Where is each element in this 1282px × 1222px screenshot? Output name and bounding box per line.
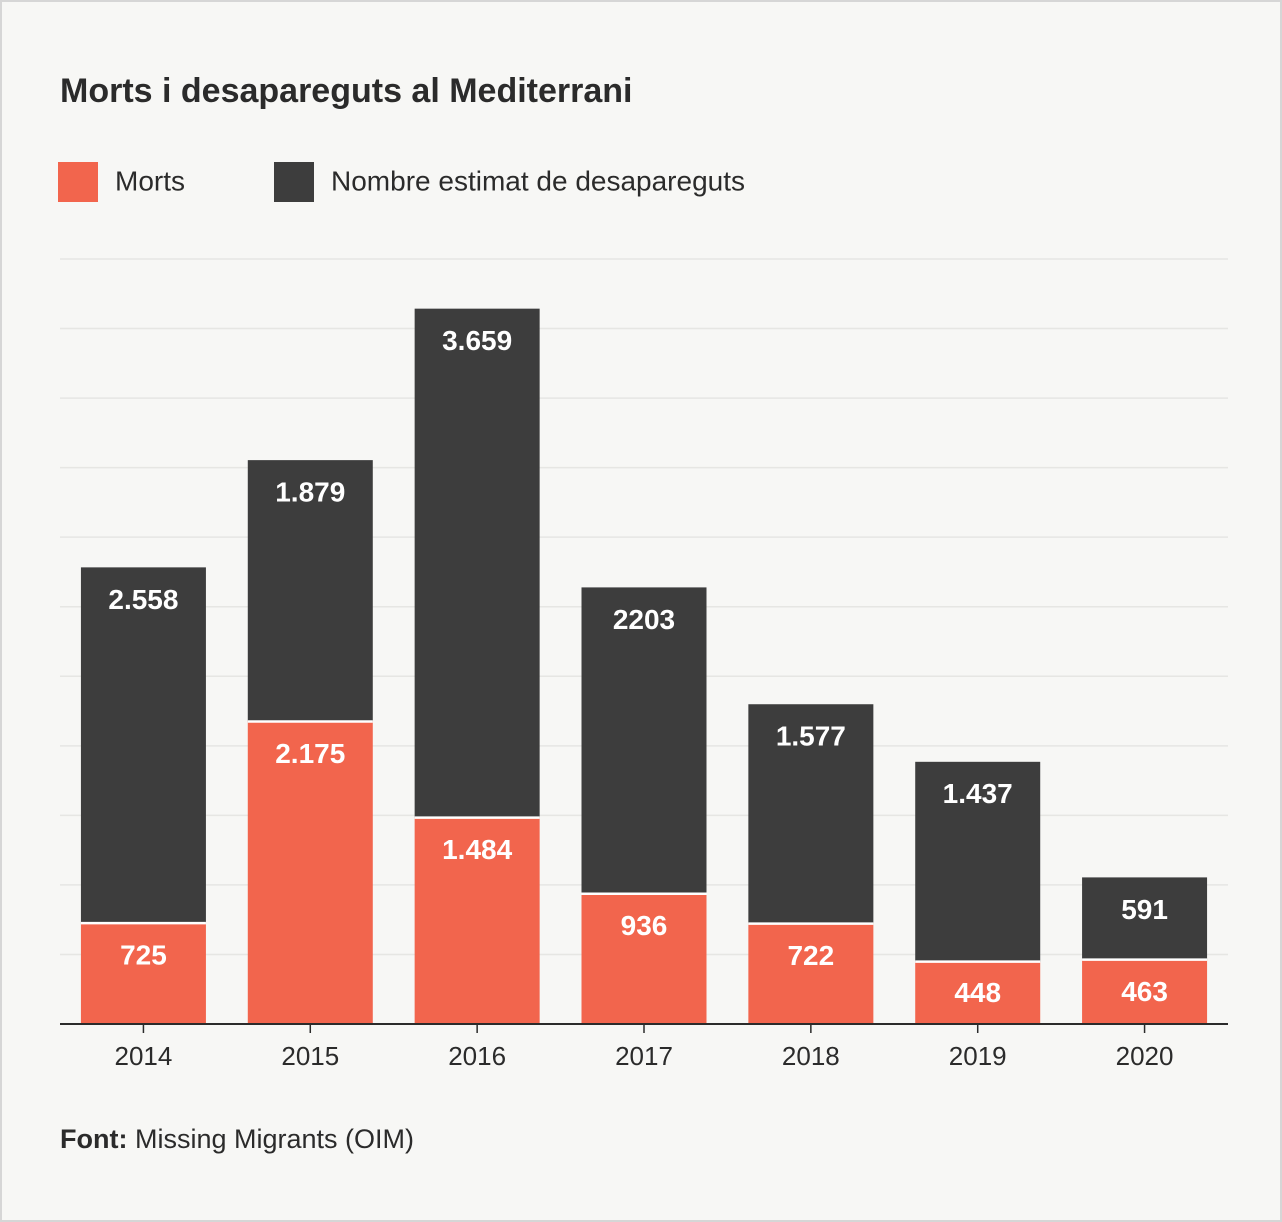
value-label: 463 <box>1121 976 1168 1007</box>
bar-segment <box>247 721 373 1024</box>
bar-segment <box>748 704 874 924</box>
value-label: 2.558 <box>108 584 178 615</box>
bar-segment <box>915 961 1041 1024</box>
value-label: 2.175 <box>275 738 345 769</box>
bar-segment <box>581 587 707 894</box>
x-tick-label: 2019 <box>949 1041 1007 1071</box>
x-tick-label: 2014 <box>115 1041 173 1071</box>
value-label: 1.577 <box>776 721 846 752</box>
x-tick-label: 2018 <box>782 1041 840 1071</box>
value-label: 591 <box>1121 894 1168 925</box>
value-label: 448 <box>954 977 1001 1008</box>
bar-segment <box>414 817 540 1024</box>
source: Font: Missing Migrants (OIM) <box>60 1124 414 1154</box>
source-text: Missing Migrants (OIM) <box>135 1124 414 1154</box>
bar-segment <box>748 923 874 1024</box>
value-label: 725 <box>120 940 167 971</box>
bar-segment <box>1082 877 1208 960</box>
x-tick-label: 2020 <box>1116 1041 1174 1071</box>
bar-segment <box>80 567 206 924</box>
x-tick-label: 2017 <box>615 1041 673 1071</box>
chart-title: Morts i desapareguts al Mediterrani <box>60 72 633 110</box>
bar-segment <box>80 923 206 1024</box>
bar-segment <box>581 893 707 1024</box>
bar-segment <box>915 761 1041 962</box>
value-label: 3.659 <box>442 325 512 356</box>
value-label: 1.484 <box>442 834 512 865</box>
value-label: 1.879 <box>275 477 345 508</box>
value-label: 722 <box>787 940 834 971</box>
legend-swatch <box>58 162 98 202</box>
x-tick-label: 2015 <box>281 1041 339 1071</box>
legend-label: Morts <box>115 165 185 196</box>
value-label: 936 <box>621 910 668 941</box>
legend-label: Nombre estimat de desapareguts <box>331 165 745 196</box>
value-label: 1.437 <box>943 778 1013 809</box>
x-tick-label: 2016 <box>448 1041 506 1071</box>
source-label: Font: <box>60 1124 127 1154</box>
bar-segment <box>247 460 373 722</box>
legend-swatch <box>274 162 314 202</box>
value-label: 2203 <box>613 604 675 635</box>
bar-segment <box>1082 959 1208 1024</box>
bar-segment <box>414 308 540 818</box>
